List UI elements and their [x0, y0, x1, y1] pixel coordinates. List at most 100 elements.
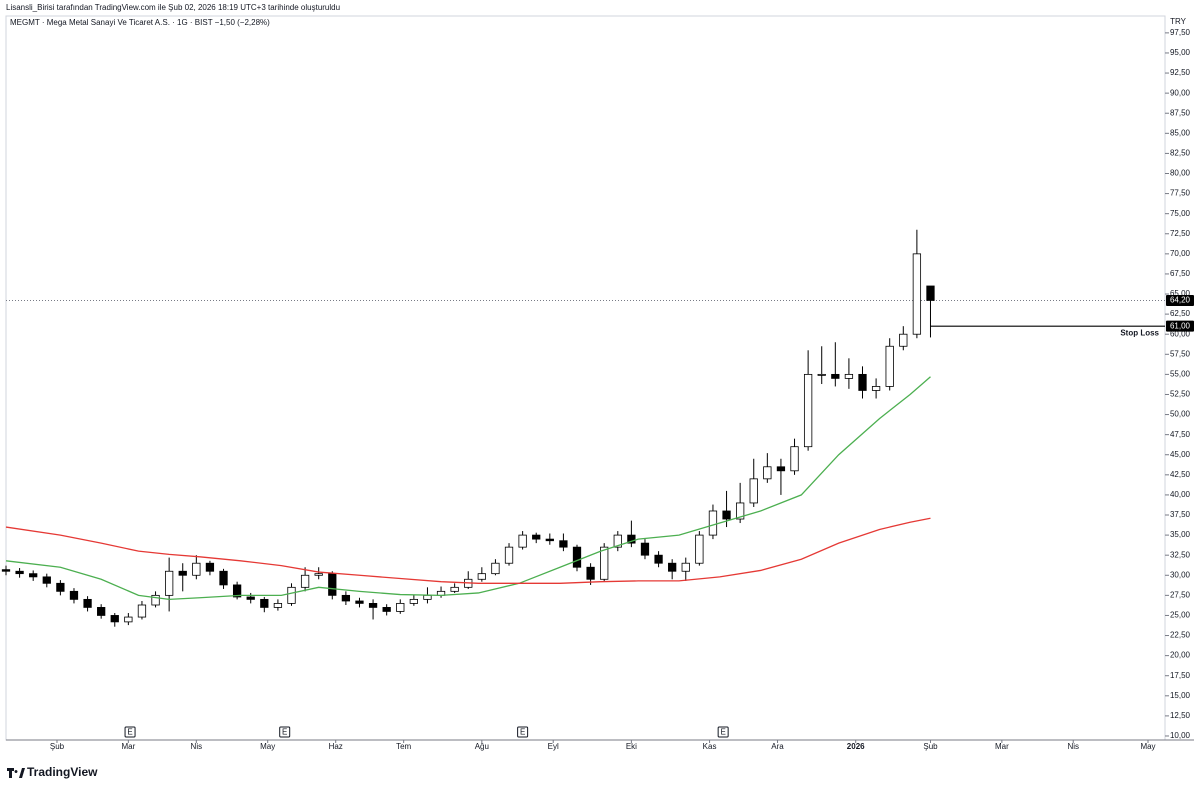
candle-body — [681, 562, 690, 572]
candle-body — [165, 570, 174, 596]
y-tick-label: 12,50 — [1170, 711, 1191, 720]
y-tick-label: 17,50 — [1170, 671, 1191, 680]
event-marker — [124, 726, 136, 738]
candle-body — [368, 602, 378, 608]
candle-body — [450, 586, 459, 592]
candle-body — [124, 616, 133, 623]
candle-body — [56, 582, 65, 592]
candle-body — [532, 534, 541, 540]
header: Lisansli_Birisi tarafından TradingView.c… — [6, 3, 340, 12]
candle-body — [423, 594, 432, 600]
chart-title: MEGMT · Mega Metal Sanayi Ve Ticaret A.S… — [10, 18, 270, 27]
y-tick-label: 50,00 — [1170, 410, 1191, 419]
candle-body — [912, 253, 922, 335]
price-badge — [1166, 320, 1194, 332]
y-tick-label: 75,00 — [1170, 209, 1191, 218]
candle-body — [151, 594, 160, 606]
y-tick-label: 60,00 — [1170, 329, 1191, 338]
x-tick-label: Ağu — [475, 742, 489, 751]
candle-body — [817, 373, 826, 376]
y-tick-label: 47,50 — [1170, 430, 1191, 439]
candle-body — [69, 590, 79, 600]
event-label: E — [520, 728, 525, 737]
y-tick-label: 27,50 — [1170, 590, 1191, 599]
candle-body — [654, 554, 663, 564]
candle-body — [668, 562, 677, 572]
candle-body — [110, 615, 119, 623]
y-tick-label: 97,50 — [1170, 28, 1191, 37]
candle-body — [178, 570, 187, 576]
y-tick-label: 45,00 — [1170, 450, 1191, 459]
candle-body — [1, 569, 11, 572]
candle-body — [409, 598, 418, 604]
y-tick-label: 55,00 — [1170, 369, 1191, 378]
candle-body — [708, 510, 718, 536]
x-tick-label: Eyl — [548, 742, 559, 751]
candle-body — [205, 562, 215, 572]
candle-body — [899, 333, 908, 347]
candle-body — [858, 373, 867, 391]
x-tick-label: Şub — [923, 742, 938, 751]
candle-body — [640, 542, 650, 556]
candle-body — [341, 594, 351, 602]
y-tick-label: 72,50 — [1170, 229, 1191, 238]
y-tick-label: 10,00 — [1170, 731, 1191, 740]
event-marker — [279, 726, 291, 738]
y-tick-label: 70,00 — [1170, 249, 1191, 258]
x-tick-label: Mar — [995, 742, 1009, 751]
price-badge-label: 61,00 — [1170, 321, 1191, 330]
price-badge — [1166, 294, 1194, 306]
plot-frame — [5, 15, 1166, 741]
candle-body — [382, 607, 391, 612]
x-tick-label: Haz — [329, 742, 343, 751]
stop-loss-text: Stop Loss — [1120, 328, 1159, 337]
candle-body — [42, 576, 51, 584]
candle-body — [722, 510, 731, 520]
candle-body — [328, 573, 337, 596]
x-tick-label: 2026 — [847, 742, 865, 751]
event-marker — [717, 726, 729, 738]
y-tick-label: 22,50 — [1170, 631, 1191, 640]
candle-body — [355, 600, 364, 604]
moving-average — [5, 376, 931, 601]
x-tick-label: Kas — [703, 742, 717, 751]
x-tick-label: Şub — [50, 742, 65, 751]
candle-body — [15, 570, 24, 575]
candle-body — [749, 478, 758, 504]
candle-body — [885, 345, 894, 387]
candle-body — [287, 586, 296, 604]
candle-body — [219, 570, 228, 586]
y-tick-label: 77,50 — [1170, 189, 1191, 198]
candle-body — [559, 540, 568, 548]
candle-body — [926, 285, 935, 301]
y-tick-label: 32,50 — [1170, 550, 1191, 559]
currency: TRY — [1170, 17, 1187, 26]
candle-body — [477, 573, 486, 580]
x-tick-label: Eki — [626, 742, 637, 751]
y-tick-label: 30,00 — [1170, 570, 1191, 579]
price-badge-label: 64,20 — [1170, 296, 1191, 305]
candle-body — [97, 607, 106, 616]
event-label: E — [127, 728, 132, 737]
event-marker — [517, 726, 529, 738]
candle-body — [763, 466, 772, 480]
candle-body — [396, 602, 405, 612]
candle-body — [586, 566, 595, 580]
x-tick-label: May — [1140, 742, 1155, 751]
candle-body — [572, 546, 582, 568]
candle-body — [29, 573, 38, 578]
candle-body — [491, 562, 500, 575]
x-tick-label: May — [260, 742, 275, 751]
candle-body — [545, 538, 554, 542]
y-tick-label: 40,00 — [1170, 490, 1191, 499]
footer-logo: TradingView — [27, 765, 98, 779]
y-tick-label: 67,50 — [1170, 269, 1191, 278]
candle-body — [246, 596, 255, 600]
candle-body — [790, 446, 799, 472]
y-tick-label: 57,50 — [1170, 349, 1191, 358]
y-tick-label: 95,00 — [1170, 48, 1191, 57]
event-label: E — [720, 728, 725, 737]
candle-body — [518, 534, 527, 548]
y-tick-label: 82,50 — [1170, 149, 1191, 158]
